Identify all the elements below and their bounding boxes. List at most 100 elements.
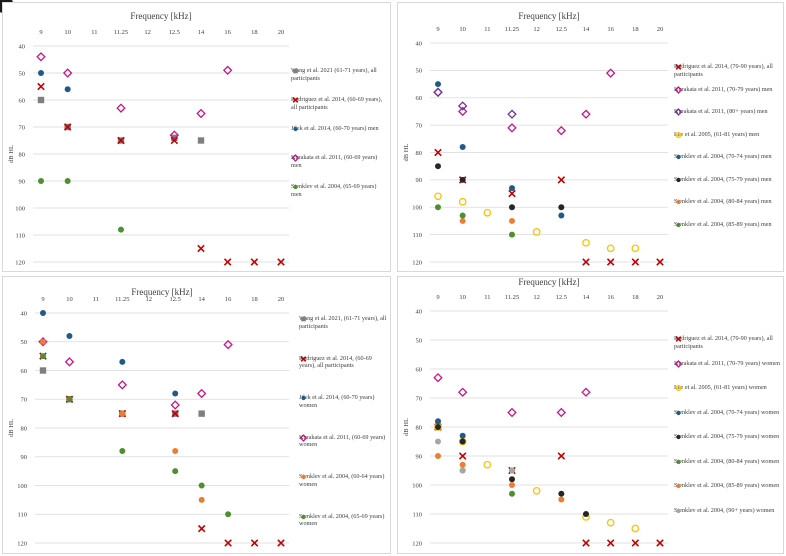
- x-tick-label: 11.25: [505, 26, 519, 33]
- data-point: [118, 226, 124, 233]
- chart-panel-top-left: Frequency [kHz] 9 10 11 11.25 12 12.5 14 16 18 20 4…: [2, 2, 391, 272]
- legend-symbol: [301, 395, 306, 401]
- legend-label: Stenklev et al. 2004, (70-74 years) wome…: [674, 408, 780, 416]
- x-tick-label: 12: [144, 29, 151, 36]
- y-tick-label: 60: [416, 366, 423, 373]
- data-point: [64, 357, 75, 367]
- data-point: [507, 109, 517, 119]
- x-tick-label: 16: [224, 29, 231, 36]
- chart-panel-top-right: Frequency [kHz] 9 10 11 11.25 12 12.5 14 16 18 20 4…: [397, 2, 784, 272]
- data-point: [169, 130, 180, 140]
- chart-title: Frequency [kHz]: [518, 11, 579, 21]
- y-tick-label: 90: [416, 453, 423, 460]
- legend-symbol: [293, 68, 298, 74]
- y-tick-label: 40: [21, 310, 28, 317]
- legend-item: Stenklev et al. 2004, (60-64 years) wome…: [299, 473, 387, 488]
- data-point: [557, 176, 566, 184]
- x-tick-label: 11: [484, 294, 490, 301]
- legend-item: Kurakata et al. 2011, (70-79 years) men: [674, 86, 782, 94]
- chart-svg: Frequency [kHz] 9 10 11 11.25 12 12.5 14 16 18 20 4…: [403, 11, 668, 266]
- legend-item: Rodriguez et al. 2014, (70-90 years), al…: [674, 63, 782, 78]
- data-point: [433, 372, 443, 383]
- data-point: [435, 204, 441, 211]
- data-point: [508, 189, 516, 198]
- x-tick-label: 12: [533, 26, 540, 33]
- legend-item: Lee et al. 2005, (61-81 years) men: [674, 131, 782, 139]
- y-tick-label: 90: [416, 177, 423, 184]
- legend-label: Lee et al. 2005, (61-81 years) men: [674, 130, 760, 138]
- data-point: [483, 460, 492, 469]
- legend-label: Rodriguez et al. 2014, (60-69 years), al…: [291, 96, 383, 111]
- x-tick-label: 9: [436, 294, 439, 301]
- chart-panel-bottom-right: Frequency [kHz] 9 10 11 11.25 12 12.5 14 16 18 20 4…: [397, 276, 784, 554]
- legend-symbol: [293, 184, 298, 190]
- y-tick-label: 120: [412, 259, 422, 266]
- data-point: [582, 258, 590, 266]
- legend-symbol: [676, 434, 681, 440]
- data-point: [435, 81, 441, 88]
- data-point: [459, 176, 466, 183]
- data-point: [40, 338, 46, 345]
- legend-symbol: [676, 154, 681, 160]
- data-point: [457, 106, 468, 117]
- data-point: [606, 539, 615, 547]
- data-point: [197, 137, 205, 144]
- y-tick-label: 50: [416, 68, 423, 75]
- legend-label: Stenklev et al. 2004, (65-69 years) men: [291, 183, 377, 198]
- data-point: [38, 70, 44, 76]
- legend-label: Jilek et al. 2014, (60-70 years) men: [291, 125, 379, 132]
- data-point: [582, 238, 590, 247]
- data-point: [250, 539, 259, 547]
- data-point: [459, 438, 466, 445]
- legend-label: Kurakata et al. 2011, (60-69 years) men: [291, 154, 378, 169]
- legend-item: Kurakata et al. 2011, (60-69 years) men: [291, 154, 387, 169]
- data-point: [433, 87, 443, 97]
- legend-item: Wang et al. 2021 (61-71 years), all part…: [291, 67, 387, 82]
- x-tick-label: 11.25: [114, 29, 128, 36]
- data-point: [509, 490, 515, 497]
- legend-symbol: [674, 85, 683, 94]
- legend-label: Rodriguez et al. 2014, (60-69 years), al…: [299, 354, 372, 370]
- x-tick-label: 12.5: [170, 296, 181, 303]
- data-point: [457, 387, 468, 397]
- data-point: [117, 136, 125, 145]
- legend-symbol: [674, 359, 683, 368]
- y-tick-label: 70: [21, 397, 28, 404]
- data-point: [224, 539, 232, 547]
- x-tick-label: 14: [198, 296, 205, 303]
- y-tick-label: 110: [15, 232, 25, 239]
- x-tick-label: 18: [632, 294, 639, 301]
- chart-title: Frequency [kHz]: [130, 11, 191, 21]
- data-point: [606, 518, 615, 527]
- x-tick-label: 10: [66, 296, 73, 303]
- x-tick-label: 10: [459, 294, 466, 301]
- data-point: [656, 539, 664, 547]
- y-tick-label: 60: [21, 368, 28, 375]
- y-tick-label: 100: [412, 482, 422, 489]
- data-point: [581, 387, 591, 397]
- y-tick-label: 100: [17, 483, 27, 490]
- data-point: [433, 87, 443, 97]
- legend-item: Kurakata et al. 2011, (80+ years) men: [674, 108, 782, 116]
- x-tick-label: 12: [146, 296, 153, 303]
- data-point: [631, 258, 640, 266]
- chart-svg: Frequency [kHz] 9 10 11 11.25 12 12.5 14 16 18 20 4…: [403, 277, 668, 547]
- data-point: [119, 448, 126, 454]
- legend-symbol: [676, 483, 681, 489]
- data-point: [172, 468, 179, 475]
- data-point: [435, 438, 441, 445]
- y-tick-label: 120: [15, 259, 25, 266]
- y-tick-label: 70: [416, 122, 423, 129]
- data-point: [509, 482, 515, 488]
- chart-panel-bottom-left: Frequency [kHz] 9 10 11 11.25 12 12.5 14 16 18 20 4…: [2, 276, 391, 554]
- y-axis-label: dB HL: [403, 144, 410, 162]
- legend-item: Stenklev et al. 2004, (65-69 years) wome…: [299, 513, 387, 528]
- data-point: [483, 208, 492, 217]
- data-point: [37, 96, 45, 104]
- data-point: [36, 52, 46, 62]
- data-point: [119, 358, 126, 365]
- y-axis-label: dB HL: [8, 145, 15, 163]
- data-point: [509, 476, 515, 483]
- data-point: [435, 418, 441, 425]
- data-point: [606, 244, 615, 253]
